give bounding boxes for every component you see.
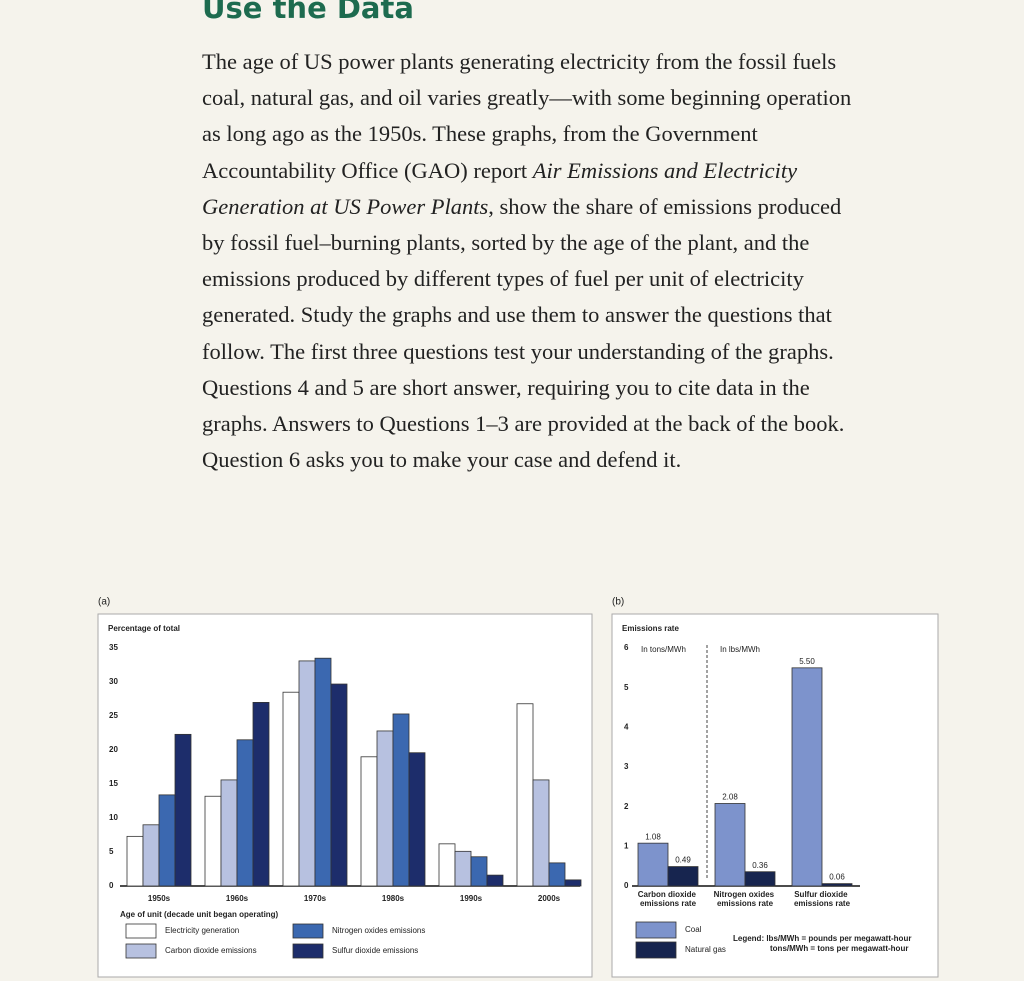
y-tick-label: 0 <box>109 881 114 890</box>
x-tick-label: 1950s <box>148 894 171 903</box>
legend-note: Legend: lbs/MWh = pounds per megawatt-ho… <box>733 934 911 943</box>
bar <box>314 657 332 887</box>
legend-label: Coal <box>685 925 702 934</box>
bar <box>174 733 192 887</box>
value-label: 0.49 <box>675 856 691 865</box>
y-tick-label: 35 <box>109 643 118 652</box>
y-tick-label: 0 <box>624 881 629 890</box>
bar <box>454 850 472 887</box>
bar <box>548 862 566 887</box>
y-tick-label: 1 <box>624 841 629 850</box>
y-tick-label: 5 <box>109 847 114 856</box>
bar <box>330 683 348 887</box>
y-tick-label: 4 <box>624 722 629 731</box>
x-tick-label: Sulfur dioxide emissions rate <box>794 890 851 908</box>
legend-swatch <box>635 921 677 939</box>
report-title: Air Emissions and Electricity Generation… <box>202 157 798 219</box>
bar <box>126 835 144 887</box>
legend-swatch <box>125 943 157 959</box>
legend-swatch <box>635 941 677 959</box>
bar <box>667 866 699 887</box>
legend-swatch <box>125 923 157 939</box>
paragraph: The age of US power plants generating el… <box>202 44 852 478</box>
y-tick-label: 3 <box>624 762 629 771</box>
value-label: 5.50 <box>799 657 815 666</box>
charts: (a)Percentage of total051015202530351950… <box>97 597 939 978</box>
bar <box>204 795 222 887</box>
panel-label: (a) <box>98 597 110 608</box>
legend-swatch <box>292 923 324 939</box>
bar <box>298 660 316 887</box>
bar <box>220 779 238 887</box>
legend-note: tons/MWh = tons per megawatt-hour <box>770 944 908 953</box>
bar <box>236 739 254 887</box>
x-tick-label: Carbon dioxide emissions rate <box>638 890 698 908</box>
x-tick-label: 1990s <box>460 894 483 903</box>
bar <box>516 703 534 887</box>
x-tick-label: 1960s <box>226 894 249 903</box>
legend-label: Nitrogen oxides emissions <box>332 926 425 935</box>
legend-label: Natural gas <box>685 945 726 954</box>
bar <box>470 856 488 887</box>
panel-frame <box>611 613 939 978</box>
bar <box>158 794 176 887</box>
value-label: 0.06 <box>829 873 845 882</box>
bar <box>360 756 378 887</box>
value-label: 2.08 <box>722 793 738 802</box>
y-tick-label: 6 <box>624 643 629 652</box>
value-label: 0.36 <box>752 861 768 870</box>
y-axis-label: Percentage of total <box>108 624 180 633</box>
bar <box>142 824 160 887</box>
bar <box>744 871 776 887</box>
y-tick-label: 10 <box>109 813 118 822</box>
y-axis-label: Emissions rate <box>622 624 679 633</box>
bar <box>714 803 746 887</box>
y-tick-label: 5 <box>624 683 629 692</box>
y-tick-label: 30 <box>109 677 118 686</box>
heading: Use the Data <box>202 0 414 25</box>
bar <box>376 730 394 887</box>
bar <box>392 713 410 887</box>
bar <box>438 843 456 887</box>
x-axis-label: Age of unit (decade unit began operating… <box>120 910 279 919</box>
text: The age of US power plants generating el… <box>202 49 852 183</box>
value-label: 1.08 <box>645 832 661 841</box>
y-tick-label: 2 <box>624 802 629 811</box>
y-tick-label: 15 <box>109 779 118 788</box>
bar <box>486 874 504 887</box>
annotation: In lbs/MWh <box>720 645 760 654</box>
x-tick-label: 1970s <box>304 894 327 903</box>
bar <box>821 883 853 887</box>
bar <box>408 752 426 887</box>
x-tick-label: 1980s <box>382 894 405 903</box>
legend-swatch <box>292 943 324 959</box>
legend-label: Carbon dioxide emissions <box>165 946 257 955</box>
y-tick-label: 25 <box>109 711 118 720</box>
legend-label: Electricity generation <box>165 926 239 935</box>
legend-label: Sulfur dioxide emissions <box>332 946 418 955</box>
bar <box>564 879 582 887</box>
bar <box>532 779 550 887</box>
y-tick-label: 20 <box>109 745 118 754</box>
text: , show the share of emissions produced b… <box>202 193 845 473</box>
panel-label: (b) <box>612 597 624 608</box>
bar <box>282 691 300 887</box>
bar <box>637 842 669 887</box>
annotation: In tons/MWh <box>641 645 686 654</box>
x-tick-label: 2000s <box>538 894 561 903</box>
bar <box>791 667 823 887</box>
bar <box>252 702 270 887</box>
x-tick-label: Nitrogen oxides emissions rate <box>714 890 777 908</box>
